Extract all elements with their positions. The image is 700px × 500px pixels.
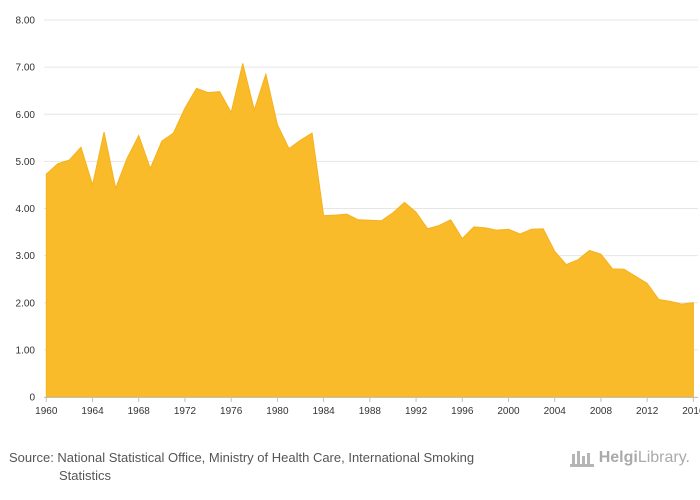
x-tick-label: 2008 xyxy=(590,406,613,417)
logo-text-rest: Library. xyxy=(637,449,690,466)
x-tick-label: 1988 xyxy=(359,406,382,417)
x-tick-label: 1968 xyxy=(128,406,151,417)
x-tick-label: 1984 xyxy=(313,406,336,417)
y-axis: 0 1.00 2.00 3.00 4.00 5.00 6.00 7.00 8.00 xyxy=(16,16,36,404)
source-note: Source: National Statistical Office, Min… xyxy=(9,449,549,485)
source-line-2: Statistics xyxy=(59,468,112,483)
y-tick-label: 8.00 xyxy=(16,16,36,27)
x-tick-label: 1976 xyxy=(220,406,243,417)
x-tick-label: 1992 xyxy=(405,406,428,417)
source-line-1: Source: National Statistical Office, Min… xyxy=(9,450,475,465)
y-tick-label: 6.00 xyxy=(16,110,36,121)
y-tick-label: 7.00 xyxy=(16,63,36,74)
area-series xyxy=(45,63,694,398)
y-tick-label: 2.00 xyxy=(16,298,36,309)
x-tick-label: 2016 xyxy=(682,406,700,417)
x-tick-label: 1960 xyxy=(35,406,58,417)
x-tick-label: 1972 xyxy=(174,406,197,417)
library-building-icon xyxy=(569,451,594,467)
x-tick-label: 2004 xyxy=(544,406,567,417)
y-tick-label: 1.00 xyxy=(16,345,36,356)
x-axis: 1960 1964 1968 1972 1976 1980 1984 1988 1992 1996… xyxy=(35,397,700,417)
logo-text-bold: Helgi xyxy=(598,449,638,466)
y-tick-label: 4.00 xyxy=(16,204,36,215)
area-chart: 01.002.003.004.005.006.007.008.00 1960 19… xyxy=(16,16,700,418)
y-tick-label: 5.00 xyxy=(16,157,36,168)
helgi-library-logo: Helgi Library. xyxy=(569,447,690,469)
x-tick-label: 2000 xyxy=(497,406,520,417)
x-tick-label: 1996 xyxy=(451,406,474,417)
x-tick-label: 1964 xyxy=(81,406,104,417)
y-tick-label: 0 xyxy=(29,393,35,404)
x-tick-label: 2012 xyxy=(636,406,659,417)
x-tick-label: 1980 xyxy=(266,406,289,417)
y-tick-label: 3.00 xyxy=(16,251,36,262)
